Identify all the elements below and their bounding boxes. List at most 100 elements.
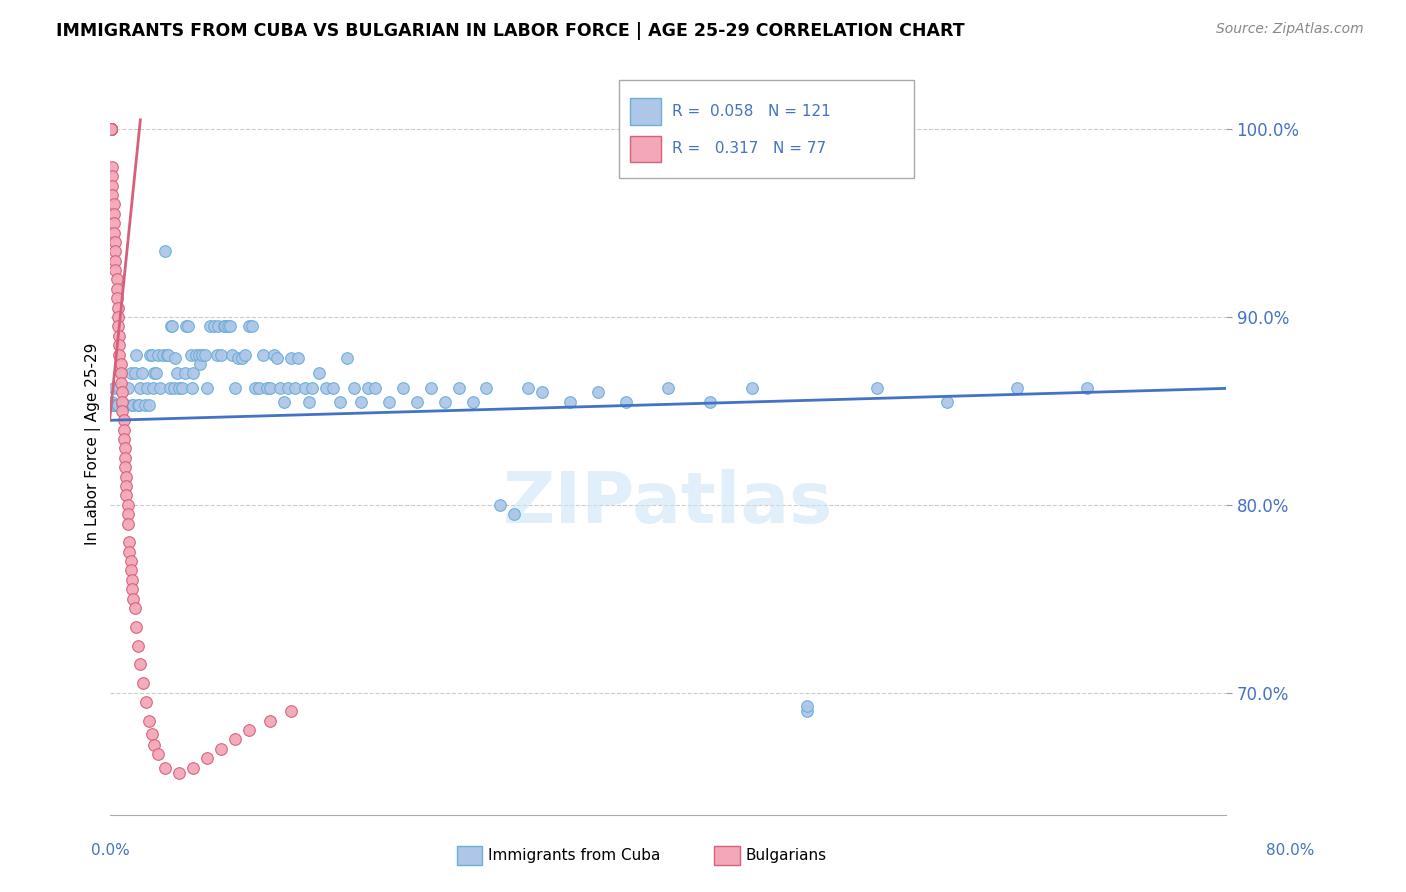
Point: [315, 381, 337, 395]
Point: [336, 351, 359, 366]
Point: [343, 381, 366, 395]
Point: [433, 394, 456, 409]
Point: [100, 122, 122, 136]
Point: [100, 122, 122, 136]
Point: [111, 404, 134, 418]
Point: [100, 122, 122, 136]
Point: [101, 188, 124, 202]
Point: [256, 381, 278, 395]
Point: [100, 122, 122, 136]
Point: [117, 381, 139, 395]
Point: [104, 398, 127, 412]
Point: [247, 381, 270, 395]
Point: [176, 319, 198, 334]
Point: [101, 394, 124, 409]
Point: [104, 253, 127, 268]
Point: [110, 367, 132, 381]
Point: [100, 122, 122, 136]
Point: [475, 381, 498, 395]
Point: [127, 398, 149, 412]
Point: [214, 319, 236, 334]
Point: [186, 348, 208, 362]
Point: [107, 301, 129, 315]
Point: [180, 348, 202, 362]
Point: [138, 714, 160, 728]
Point: [131, 367, 153, 381]
Point: [277, 381, 299, 395]
Point: [115, 469, 138, 483]
Point: [107, 398, 129, 412]
Point: [357, 381, 380, 395]
Point: [145, 367, 167, 381]
Point: [118, 535, 141, 549]
Point: [105, 398, 128, 412]
Point: [110, 367, 132, 381]
Point: [699, 394, 721, 409]
Point: [112, 398, 135, 412]
Point: [118, 545, 141, 559]
Point: [122, 591, 145, 606]
Point: [177, 319, 200, 334]
Point: [259, 714, 281, 728]
Point: [120, 367, 142, 381]
Point: [209, 742, 232, 756]
Point: [143, 738, 166, 752]
Point: [329, 394, 352, 409]
Point: [112, 423, 135, 437]
Point: [104, 244, 127, 259]
Point: [202, 319, 225, 334]
Point: [169, 381, 191, 395]
Text: 0.0%: 0.0%: [91, 843, 131, 858]
Point: [108, 348, 131, 362]
Point: [796, 704, 818, 718]
Point: [121, 573, 143, 587]
Point: [269, 381, 291, 395]
Text: 80.0%: 80.0%: [1267, 843, 1315, 858]
Point: [124, 601, 146, 615]
Point: [114, 450, 136, 465]
Point: [100, 122, 122, 136]
Point: [183, 367, 205, 381]
Text: Immigrants from Cuba: Immigrants from Cuba: [488, 848, 661, 863]
Point: [308, 367, 330, 381]
Point: [419, 381, 441, 395]
Point: [129, 657, 152, 672]
Point: [378, 394, 401, 409]
Point: [224, 381, 246, 395]
Point: [105, 291, 128, 305]
Point: [350, 394, 373, 409]
Point: [104, 235, 127, 249]
Point: [112, 413, 135, 427]
Text: R =  0.058   N = 121: R = 0.058 N = 121: [672, 104, 831, 119]
Point: [108, 338, 131, 352]
Point: [195, 751, 218, 765]
Point: [129, 381, 152, 395]
Point: [936, 394, 959, 409]
Point: [120, 564, 142, 578]
Point: [104, 263, 127, 277]
Point: [1076, 381, 1098, 395]
Point: [107, 319, 129, 334]
Point: [183, 761, 205, 775]
Point: [135, 695, 157, 709]
Point: [280, 351, 302, 366]
Point: [160, 319, 183, 334]
Point: [224, 732, 246, 747]
Point: [174, 367, 197, 381]
Point: [193, 348, 215, 362]
Point: [100, 122, 122, 136]
Point: [155, 244, 177, 259]
Point: [111, 398, 134, 412]
Point: [263, 348, 285, 362]
Point: [121, 398, 143, 412]
Point: [294, 381, 316, 395]
Point: [221, 348, 243, 362]
Point: [121, 582, 143, 597]
Point: [148, 747, 170, 762]
Point: [155, 761, 177, 775]
Point: [447, 381, 470, 395]
Point: [195, 381, 218, 395]
Point: [796, 698, 818, 713]
Point: [259, 381, 281, 395]
Point: [100, 122, 122, 136]
